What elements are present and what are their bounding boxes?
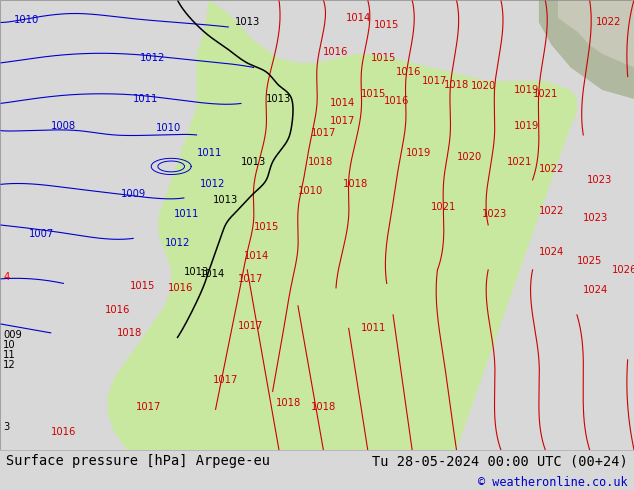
Text: 1018: 1018 xyxy=(276,397,301,408)
Text: 1016: 1016 xyxy=(105,305,130,316)
Text: Surface pressure [hPa] Arpege-eu: Surface pressure [hPa] Arpege-eu xyxy=(6,454,270,468)
Text: 1022: 1022 xyxy=(539,164,564,173)
Text: 4: 4 xyxy=(3,271,10,282)
Text: 1021: 1021 xyxy=(533,90,558,99)
Text: 1012: 1012 xyxy=(139,53,165,64)
Text: 1021: 1021 xyxy=(431,202,456,212)
Text: 3: 3 xyxy=(3,422,10,432)
Text: 1018: 1018 xyxy=(444,80,469,91)
Polygon shape xyxy=(558,0,634,68)
Text: 10: 10 xyxy=(3,341,16,350)
Text: 1018: 1018 xyxy=(117,328,143,338)
Text: 1018: 1018 xyxy=(307,157,333,167)
Text: 1015: 1015 xyxy=(371,53,396,64)
Text: 1021: 1021 xyxy=(507,157,533,167)
Text: 1010: 1010 xyxy=(298,186,323,196)
Text: © weatheronline.co.uk: © weatheronline.co.uk xyxy=(478,476,628,490)
Text: 1009: 1009 xyxy=(120,189,146,199)
Text: 1019: 1019 xyxy=(514,121,539,131)
Text: 1017: 1017 xyxy=(311,128,336,138)
Text: 12: 12 xyxy=(3,360,16,370)
Text: 1010: 1010 xyxy=(155,123,181,133)
Text: 1023: 1023 xyxy=(586,175,612,185)
Text: 1016: 1016 xyxy=(384,96,409,106)
Text: 1022: 1022 xyxy=(596,18,621,27)
Text: 1011: 1011 xyxy=(133,94,158,104)
Text: 1013: 1013 xyxy=(241,157,266,167)
Text: 1014: 1014 xyxy=(346,13,371,23)
Text: 1008: 1008 xyxy=(51,121,76,131)
Text: 1024: 1024 xyxy=(583,285,609,295)
Text: 1015: 1015 xyxy=(254,222,279,232)
Text: 1012: 1012 xyxy=(200,179,225,190)
Text: 1012: 1012 xyxy=(165,238,190,248)
Text: 1024: 1024 xyxy=(539,247,564,257)
Text: 1011: 1011 xyxy=(174,209,200,219)
Text: 1017: 1017 xyxy=(212,375,238,385)
Text: 1017: 1017 xyxy=(136,402,162,412)
Polygon shape xyxy=(539,0,634,99)
Text: 1018: 1018 xyxy=(342,179,368,190)
Text: 1022: 1022 xyxy=(539,206,564,217)
Text: 1013: 1013 xyxy=(266,94,292,104)
Text: 1019: 1019 xyxy=(514,85,539,95)
Text: 1011: 1011 xyxy=(361,323,387,333)
Text: 1016: 1016 xyxy=(396,67,422,77)
Text: 1020: 1020 xyxy=(456,152,482,163)
Polygon shape xyxy=(108,0,577,450)
Text: 1023: 1023 xyxy=(482,209,507,219)
Text: 1026: 1026 xyxy=(612,265,634,275)
Text: 1025: 1025 xyxy=(577,256,602,266)
Text: 009: 009 xyxy=(3,330,22,340)
Text: 1016: 1016 xyxy=(51,427,76,437)
Text: 1015: 1015 xyxy=(130,281,155,291)
Text: 1017: 1017 xyxy=(238,321,263,331)
Text: 11: 11 xyxy=(3,350,16,360)
Text: 1016: 1016 xyxy=(323,47,349,57)
Text: 1018: 1018 xyxy=(311,402,336,412)
Text: 1010: 1010 xyxy=(14,15,39,25)
Text: 1013: 1013 xyxy=(212,195,238,205)
Text: 1016: 1016 xyxy=(168,283,193,293)
Text: 1015: 1015 xyxy=(374,20,399,30)
Text: 1017: 1017 xyxy=(330,117,355,126)
Text: 1007: 1007 xyxy=(29,229,54,239)
Text: 1014: 1014 xyxy=(200,270,225,279)
Text: 1015: 1015 xyxy=(361,90,387,99)
Text: 1014: 1014 xyxy=(244,251,269,261)
Text: 1014: 1014 xyxy=(330,98,355,108)
Text: 1023: 1023 xyxy=(583,213,609,223)
Text: 1013: 1013 xyxy=(235,17,260,26)
Text: 1011: 1011 xyxy=(197,148,222,158)
Text: 1013: 1013 xyxy=(184,267,209,277)
Text: 1017: 1017 xyxy=(238,274,263,284)
Text: 1017: 1017 xyxy=(422,76,447,86)
Text: 1019: 1019 xyxy=(406,148,431,158)
Text: 1020: 1020 xyxy=(470,81,496,91)
Text: Tu 28-05-2024 00:00 UTC (00+24): Tu 28-05-2024 00:00 UTC (00+24) xyxy=(372,454,628,468)
